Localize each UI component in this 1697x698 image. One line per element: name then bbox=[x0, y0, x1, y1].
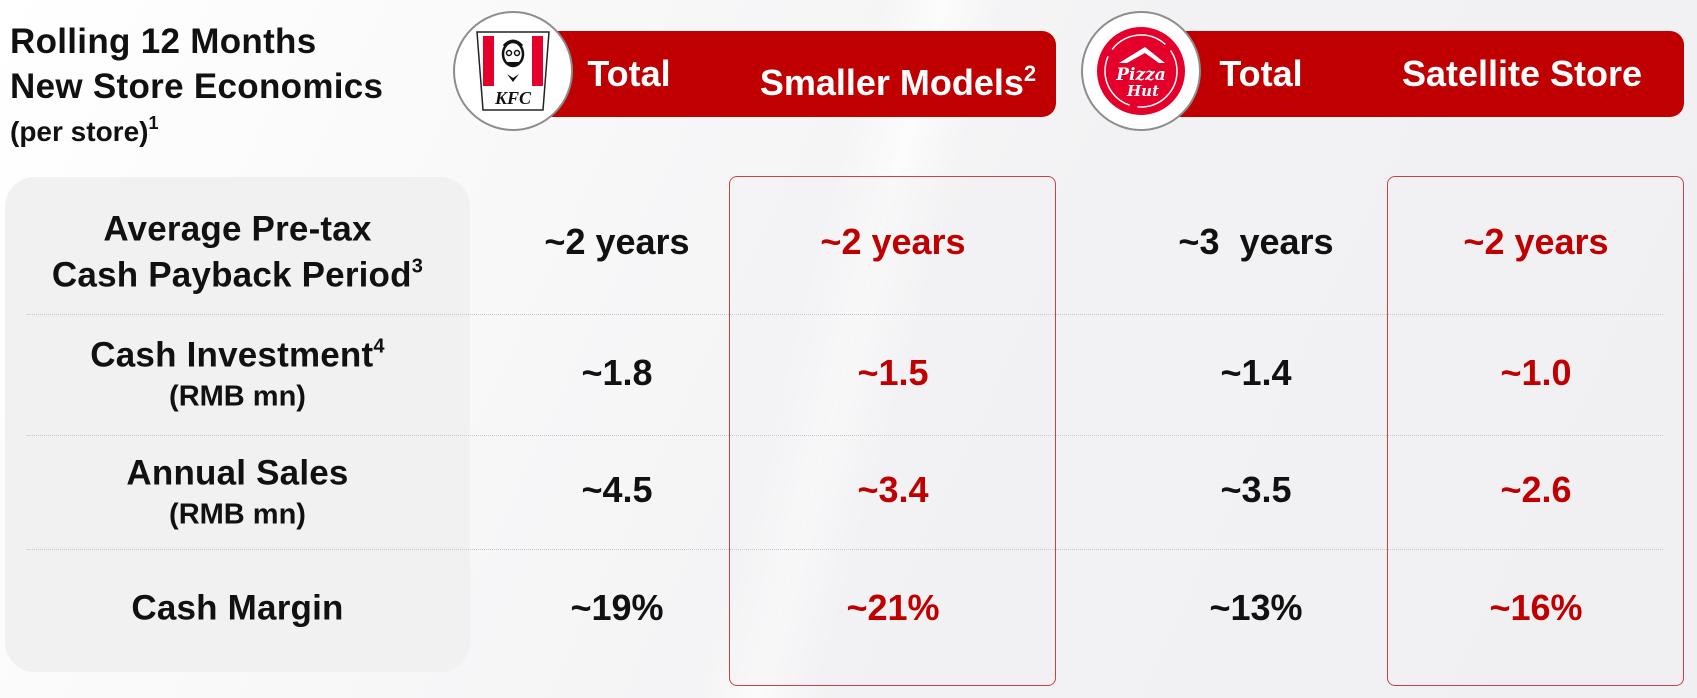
pizza-hut-logo: Pizza Hut bbox=[1081, 11, 1201, 131]
svg-text:KFC: KFC bbox=[494, 88, 532, 108]
kfc-total-investment: ~1.8 bbox=[581, 352, 653, 393]
pizza-hut-satellite-store-highlight bbox=[1387, 176, 1684, 686]
title-line-1: Rolling 12 Months bbox=[10, 22, 317, 61]
pizza-hut-total-sales: ~3.5 bbox=[1220, 469, 1292, 510]
title-line-3: (per store)1 bbox=[10, 112, 159, 147]
kfc-smaller-models-investment: ~1.5 bbox=[857, 352, 929, 393]
row-label-cash-investment: Cash Investment4 (RMB mn) bbox=[90, 335, 385, 412]
row-divider bbox=[27, 435, 1663, 436]
kfc-smaller-models-highlight bbox=[729, 176, 1056, 686]
pizza-hut-total-header: Total bbox=[1219, 53, 1303, 94]
pizza-hut-satellite-sales: ~2.6 bbox=[1500, 469, 1572, 510]
kfc-total-header: Total bbox=[587, 53, 671, 94]
kfc-logo-icon: KFC bbox=[476, 31, 550, 111]
kfc-smaller-models-cash-margin: ~21% bbox=[846, 587, 940, 628]
row-divider bbox=[27, 314, 1663, 315]
row-label-cash-margin: Cash Margin bbox=[131, 588, 344, 628]
kfc-total-sales: ~4.5 bbox=[581, 469, 653, 510]
pizza-hut-satellite-investment: ~1.0 bbox=[1500, 352, 1572, 393]
kfc-smaller-models-payback: ~2 years bbox=[820, 221, 966, 262]
row-divider bbox=[27, 549, 1663, 550]
kfc-smaller-models-header: Smaller Models2 bbox=[759, 61, 1037, 103]
page-title: Rolling 12 Months New Store Economics (p… bbox=[10, 20, 383, 149]
footnote-marker: 1 bbox=[148, 112, 159, 133]
pizza-hut-satellite-cash-margin: ~16% bbox=[1489, 587, 1583, 628]
pizza-hut-satellite-payback: ~2 years bbox=[1463, 221, 1609, 262]
kfc-logo: KFC bbox=[453, 11, 573, 131]
title-line-2: New Store Economics bbox=[10, 66, 384, 106]
metrics-label-panel bbox=[5, 177, 470, 672]
kfc-smaller-models-sales: ~3.4 bbox=[857, 469, 929, 510]
kfc-total-payback: ~2 years bbox=[544, 221, 690, 262]
row-label-annual-sales: Annual Sales (RMB mn) bbox=[126, 453, 349, 530]
pizza-hut-logo-icon: Pizza Hut bbox=[1097, 27, 1185, 115]
pizza-hut-total-payback: ~3 years bbox=[1178, 221, 1334, 262]
pizza-hut-total-investment: ~1.4 bbox=[1220, 352, 1292, 393]
svg-text:Pizza: Pizza bbox=[1115, 65, 1166, 85]
kfc-header-bar: Total Smaller Models2 bbox=[540, 31, 1056, 117]
pizza-hut-satellite-store-header: Satellite Store bbox=[1401, 53, 1643, 94]
svg-text:Hut: Hut bbox=[1126, 82, 1159, 100]
row-label-payback-period: Average Pre-tax Cash Payback Period3 bbox=[51, 209, 424, 295]
pizza-hut-header-bar: Total Satellite Store bbox=[1170, 31, 1684, 117]
pizza-hut-total-cash-margin: ~13% bbox=[1209, 587, 1303, 628]
kfc-total-cash-margin: ~19% bbox=[570, 587, 664, 628]
